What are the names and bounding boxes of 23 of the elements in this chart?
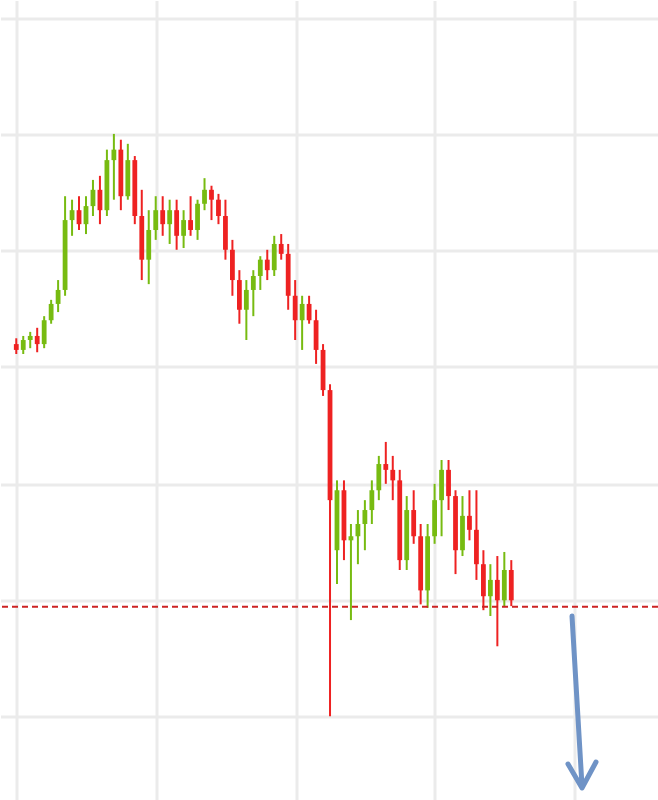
- candlestick: [20, 334, 26, 355]
- candlestick: [257, 255, 263, 291]
- candlestick: [167, 198, 173, 245]
- candlestick: [487, 563, 493, 618]
- candlestick: [34, 326, 40, 354]
- candlestick: [501, 550, 507, 608]
- candlestick: [299, 294, 305, 351]
- candlestick: [383, 440, 389, 485]
- candlestick: [181, 209, 187, 250]
- candlestick: [125, 142, 131, 201]
- candlestick: [160, 195, 166, 237]
- candlestick: [188, 195, 193, 237]
- candlestick: [146, 209, 152, 286]
- candlestick: [460, 495, 465, 558]
- candlestick: [264, 248, 270, 282]
- candlestick: [195, 198, 200, 241]
- candlestick: [271, 234, 277, 277]
- candlestick: [508, 559, 514, 608]
- candlestick: [494, 555, 500, 648]
- candlestick: [439, 458, 444, 538]
- candlestick: [209, 184, 214, 222]
- candlestick: [118, 138, 124, 212]
- candlestick: [174, 198, 180, 251]
